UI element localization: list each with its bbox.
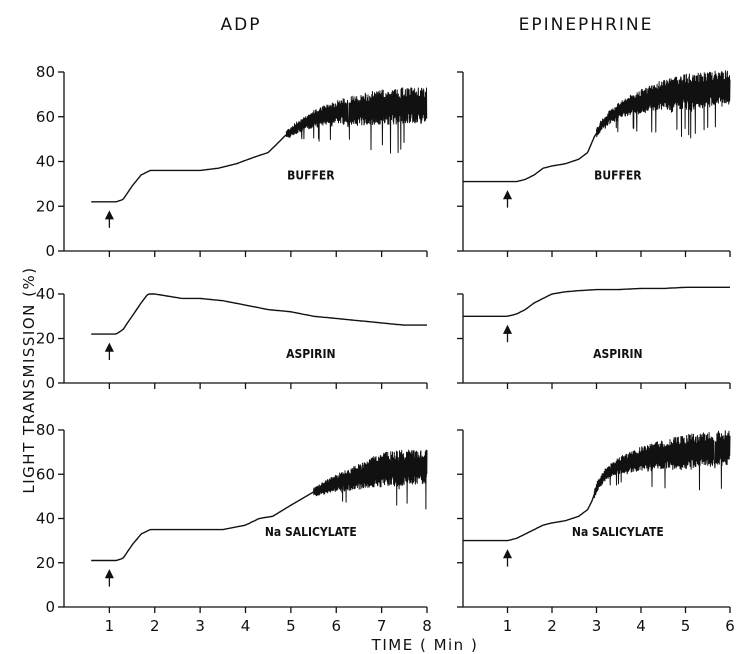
- condition-label: Na SALICYLATE: [572, 525, 664, 539]
- x-tick-label: 1: [105, 617, 115, 635]
- y-tick-label: 80: [36, 63, 55, 81]
- condition-label: BUFFER: [287, 168, 335, 182]
- x-tick-label: 3: [592, 617, 602, 635]
- condition-label: BUFFER: [594, 168, 642, 182]
- y-tick-label: 20: [36, 554, 55, 572]
- y-tick-label: 0: [45, 242, 55, 260]
- column-title-epinephrine: EPINEPHRINE: [519, 15, 654, 35]
- arrow-icon: [104, 210, 114, 220]
- x-tick-label: 7: [377, 617, 387, 635]
- panel-epinephrine-row1: BUFFER: [457, 70, 731, 257]
- trace-noise: [593, 430, 731, 499]
- trace-line: [91, 134, 287, 203]
- x-tick-label: 1: [503, 617, 513, 635]
- arrow-icon: [104, 569, 114, 579]
- trace-noise: [313, 449, 428, 510]
- y-tick-label: 20: [36, 330, 55, 348]
- x-tick-label: 2: [150, 617, 160, 635]
- x-tick-label: 4: [636, 617, 646, 635]
- condition-label: ASPIRIN: [593, 347, 642, 361]
- panel-adp-row3: 0 20 40 60 80 1 2 3 4 5 6 7 8 Na SALICYLATE: [36, 421, 432, 635]
- arrow-icon: [104, 342, 114, 352]
- panel-epinephrine-row3: 1 2 3 4 5 6 Na SALICYLATE: [457, 429, 735, 635]
- arrow-icon: [502, 549, 513, 559]
- x-axis-title: TIME ( Min ): [371, 636, 479, 654]
- trace-line: [91, 491, 314, 562]
- condition-label: ASPIRIN: [286, 347, 335, 361]
- trace-noise: [596, 70, 731, 139]
- x-tick-label: 8: [422, 617, 432, 635]
- trace-line: [463, 132, 598, 183]
- y-tick-label: 40: [36, 510, 55, 528]
- x-tick-label: 6: [331, 617, 341, 635]
- panel-adp-row1: 0 20 40 60 80 BUFFER: [36, 63, 428, 260]
- x-tick-label: 5: [286, 617, 296, 635]
- y-tick-label: 0: [45, 598, 55, 616]
- y-axis-title: LIGHT TRANSMISSION (%): [20, 266, 38, 493]
- arrow-icon: [502, 190, 513, 200]
- trace-noise: [285, 87, 428, 154]
- y-tick-label: 60: [36, 465, 55, 483]
- x-tick-label: 5: [681, 617, 691, 635]
- trace-line: [463, 286, 730, 317]
- condition-label: Na SALICYLATE: [265, 525, 357, 539]
- y-tick-label: 20: [36, 197, 55, 215]
- y-tick-label: 40: [36, 285, 55, 303]
- y-tick-label: 40: [36, 153, 55, 171]
- x-tick-label: 4: [241, 617, 251, 635]
- panel-epinephrine-row2: ASPIRIN: [457, 286, 731, 389]
- x-tick-label: 3: [195, 617, 205, 635]
- column-title-adp: ADP: [221, 15, 262, 35]
- y-tick-label: 80: [36, 421, 55, 439]
- panel-adp-row2: 0 20 40 ASPIRIN: [36, 285, 428, 392]
- arrow-icon: [502, 324, 513, 334]
- y-tick-label: 0: [45, 374, 55, 392]
- x-tick-label: 6: [725, 617, 735, 635]
- trace-line: [91, 293, 427, 335]
- x-tick-label: 2: [547, 617, 557, 635]
- y-tick-label: 60: [36, 108, 55, 126]
- trace-line: [463, 493, 595, 542]
